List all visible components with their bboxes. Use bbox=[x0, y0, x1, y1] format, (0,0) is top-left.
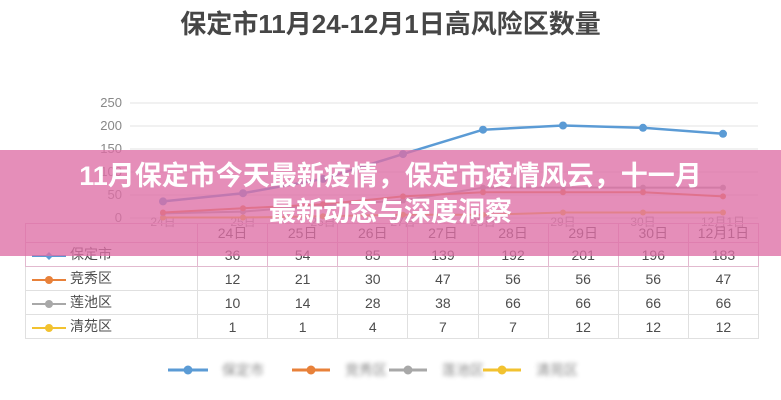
svg-text:清苑区: 清苑区 bbox=[536, 362, 578, 378]
svg-text:莲池区: 莲池区 bbox=[442, 362, 484, 378]
svg-text:保定市: 保定市 bbox=[222, 362, 264, 378]
svg-text:竞秀区: 竞秀区 bbox=[345, 362, 387, 378]
svg-text:250: 250 bbox=[100, 95, 122, 110]
svg-text:200: 200 bbox=[100, 118, 122, 133]
